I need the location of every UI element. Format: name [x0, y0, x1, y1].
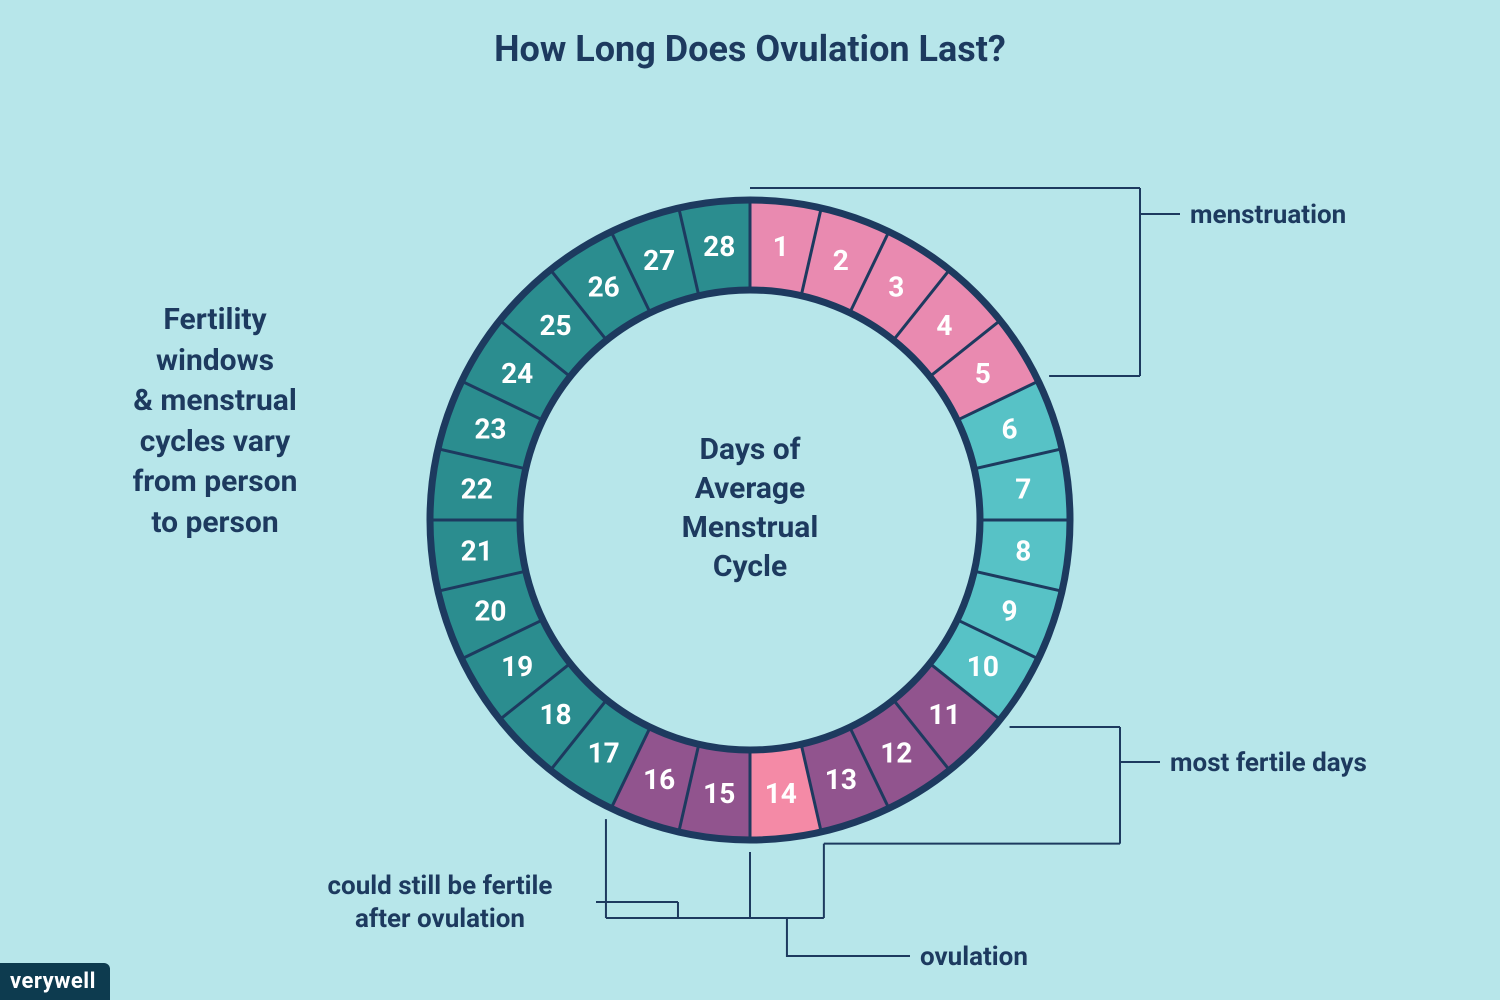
- day-number-1: 1: [773, 230, 789, 263]
- day-number-11: 11: [928, 698, 960, 731]
- day-number-16: 16: [643, 763, 675, 796]
- day-number-15: 15: [703, 777, 735, 810]
- day-number-6: 6: [1002, 413, 1018, 446]
- day-number-4: 4: [936, 309, 952, 342]
- day-number-9: 9: [1002, 594, 1018, 627]
- day-number-27: 27: [643, 244, 675, 277]
- day-number-21: 21: [461, 534, 493, 567]
- day-number-13: 13: [825, 763, 857, 796]
- day-number-20: 20: [474, 594, 506, 627]
- day-number-26: 26: [588, 271, 620, 304]
- day-number-10: 10: [967, 650, 999, 683]
- day-number-14: 14: [765, 777, 797, 810]
- day-number-5: 5: [975, 357, 991, 390]
- infographic-stage: How Long Does Ovulation Last? Days of Av…: [0, 0, 1500, 1000]
- day-number-22: 22: [461, 473, 493, 506]
- day-number-3: 3: [888, 271, 904, 304]
- day-number-7: 7: [1015, 473, 1031, 506]
- day-number-24: 24: [501, 357, 533, 390]
- day-number-18: 18: [539, 698, 571, 731]
- day-number-19: 19: [501, 650, 533, 683]
- day-number-12: 12: [880, 736, 912, 769]
- day-number-8: 8: [1015, 534, 1031, 567]
- day-number-2: 2: [833, 244, 849, 277]
- day-number-17: 17: [588, 736, 620, 769]
- chart-svg: 1234567891011121314151617181920212223242…: [0, 0, 1500, 1000]
- day-number-25: 25: [539, 309, 571, 342]
- day-number-23: 23: [474, 413, 506, 446]
- day-number-28: 28: [703, 230, 735, 263]
